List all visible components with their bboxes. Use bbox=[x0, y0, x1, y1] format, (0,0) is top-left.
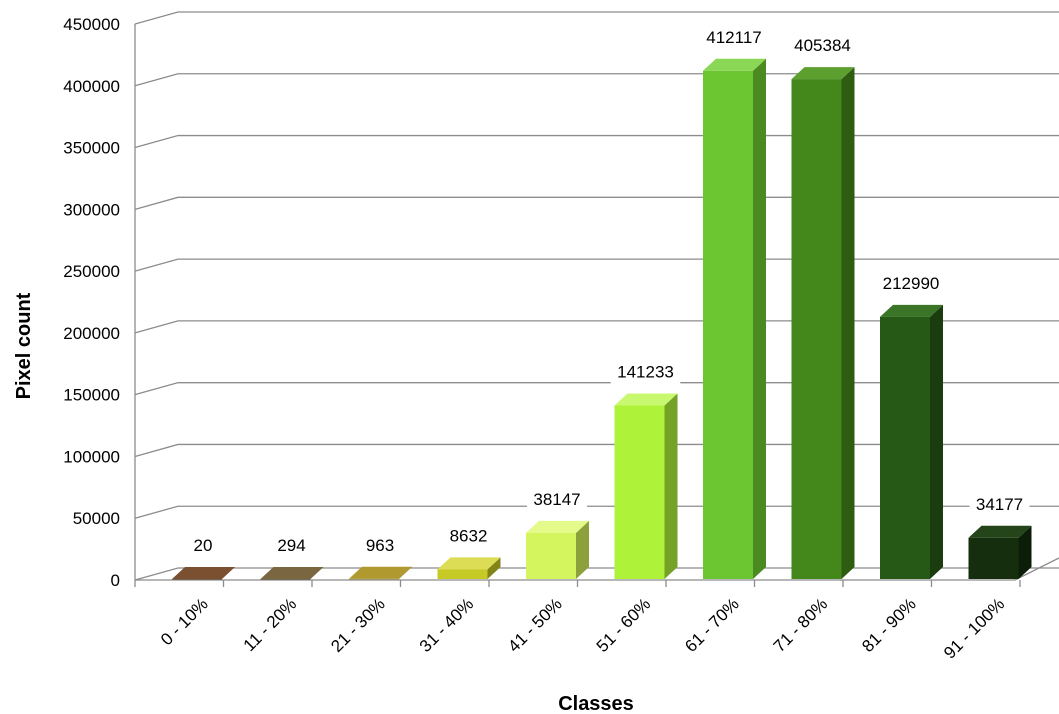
y-tick-label: 300000 bbox=[63, 200, 120, 219]
data-label: 141233 bbox=[617, 362, 674, 381]
x-tick-label: 0 - 10% bbox=[157, 594, 212, 649]
bar-top bbox=[880, 304, 943, 317]
gridline bbox=[134, 11, 1059, 25]
bar bbox=[526, 532, 576, 579]
bar bbox=[968, 537, 1019, 579]
bar bbox=[791, 79, 842, 579]
bar-side bbox=[1018, 525, 1032, 579]
floor-edge bbox=[135, 557, 1059, 581]
x-tick-label: 81 - 90% bbox=[858, 594, 920, 656]
bar-side bbox=[753, 58, 766, 579]
y-axis-ticks: 0 50000 100000 150000 200000 250000 300000 3500… bbox=[63, 15, 120, 590]
bar bbox=[349, 578, 399, 580]
data-label: 212990 bbox=[883, 274, 940, 293]
bar bbox=[880, 316, 930, 579]
bar-top bbox=[703, 58, 766, 71]
x-tick-label: 71 - 80% bbox=[770, 594, 832, 656]
y-tick-label: 0 bbox=[111, 571, 120, 590]
data-label-bg bbox=[443, 525, 494, 548]
x-tick-label: 11 - 20% bbox=[240, 594, 301, 655]
x-tick-label: 31 - 40% bbox=[416, 594, 478, 656]
bar-top bbox=[349, 566, 412, 579]
data-label: 963 bbox=[366, 536, 394, 555]
gridline bbox=[134, 134, 1059, 149]
x-tick-label: 21 - 30% bbox=[327, 594, 389, 656]
y-tick-label: 150000 bbox=[63, 386, 120, 405]
data-label-bg bbox=[610, 361, 681, 384]
bar bbox=[172, 579, 222, 580]
data-label: 20 bbox=[194, 536, 213, 555]
bar-side bbox=[487, 557, 501, 579]
x-axis-title: Classes bbox=[558, 693, 634, 714]
bar-top bbox=[614, 393, 678, 406]
data-label-bg bbox=[527, 488, 587, 511]
gridlines bbox=[134, 11, 1059, 581]
gridline bbox=[134, 258, 1059, 272]
bars bbox=[172, 58, 1032, 580]
bar bbox=[703, 70, 753, 579]
data-label: 8632 bbox=[450, 526, 488, 545]
data-label-bg bbox=[271, 535, 312, 557]
bar-side bbox=[930, 304, 943, 579]
data-label: 412117 bbox=[706, 28, 761, 47]
gridline bbox=[134, 567, 1059, 581]
bar-top bbox=[791, 67, 855, 80]
data-label: 38147 bbox=[533, 490, 580, 509]
bar-top bbox=[968, 525, 1032, 538]
data-label: 34177 bbox=[976, 495, 1023, 514]
data-label: 405384 bbox=[794, 36, 851, 55]
data-label-bg bbox=[787, 35, 858, 58]
y-tick-label: 350000 bbox=[63, 139, 120, 158]
bar-top bbox=[172, 567, 235, 579]
x-tick-label: 41 - 50% bbox=[504, 594, 566, 656]
y-tick-label: 50000 bbox=[73, 509, 120, 528]
y-tick-label: 450000 bbox=[63, 15, 120, 34]
y-tick-label: 250000 bbox=[63, 262, 120, 281]
bar-side bbox=[664, 393, 678, 579]
y-tick-label: 100000 bbox=[63, 447, 120, 466]
x-tick-label: 61 - 70% bbox=[681, 594, 743, 656]
x-tick-label: 51 - 60% bbox=[593, 594, 655, 656]
bar bbox=[614, 405, 665, 579]
y-tick-label: 400000 bbox=[63, 77, 120, 96]
bar bbox=[260, 579, 311, 580]
bar-top bbox=[526, 520, 589, 533]
bar-side bbox=[841, 67, 855, 579]
data-label-bg bbox=[359, 534, 401, 557]
data-label-bg bbox=[187, 535, 219, 557]
bar-side bbox=[399, 566, 412, 579]
data-label-bg bbox=[969, 493, 1030, 516]
bar-top bbox=[260, 567, 324, 579]
y-axis-title: Pixel count bbox=[13, 292, 35, 399]
bar bbox=[437, 569, 488, 579]
gridline bbox=[134, 73, 1059, 87]
bar-top bbox=[437, 557, 501, 570]
data-labels: 20 294 963 8632 38147 141233 412117 405384 21299… bbox=[187, 26, 1030, 557]
data-label-bg bbox=[876, 272, 946, 295]
data-label-bg bbox=[699, 26, 769, 49]
x-axis-ticks: 0 - 10% 11 - 20% 21 - 30% 31 - 40% 41 - 50% 5… bbox=[134, 580, 1021, 663]
data-label: 294 bbox=[277, 536, 305, 555]
y-tick-label: 200000 bbox=[63, 324, 120, 343]
x-tick-label: 91 - 100% bbox=[940, 594, 1008, 662]
bar-side bbox=[576, 520, 589, 579]
gridline bbox=[134, 196, 1059, 210]
